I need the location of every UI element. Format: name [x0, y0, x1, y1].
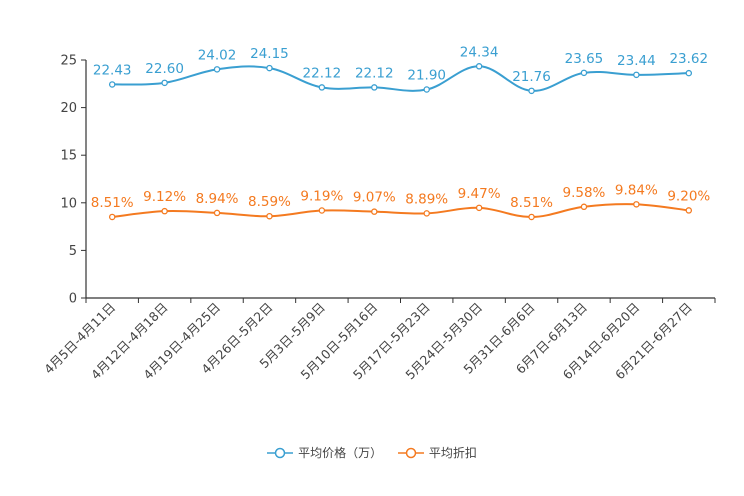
legend-marker-discount-icon [397, 447, 424, 458]
data-label: 23.44 [617, 53, 656, 69]
data-label: 22.60 [145, 61, 184, 77]
legend-label-discount: 平均折扣 [428, 446, 477, 460]
data-point [633, 71, 640, 79]
data-point [213, 66, 221, 73]
data-label: 21.90 [407, 68, 446, 84]
data-point [423, 86, 430, 93]
y-tick-label: 25 [60, 54, 77, 69]
data-point [475, 204, 483, 212]
data-label: 9.47% [458, 186, 501, 202]
legend-marker-price-icon [267, 447, 294, 458]
data-label: 23.62 [669, 51, 708, 67]
y-tick-label: 10 [60, 196, 77, 211]
data-label: 9.12% [143, 189, 186, 205]
data-label: 22.43 [93, 62, 132, 78]
data-label: 8.89% [405, 191, 448, 207]
data-label: 9.84% [615, 182, 658, 198]
data-label: 8.94% [196, 191, 239, 207]
data-label: 9.07% [353, 190, 396, 206]
data-label: 22.12 [355, 65, 394, 81]
legend-item-discount[interactable]: 平均折扣 [397, 444, 477, 461]
data-point [371, 84, 378, 91]
data-point [108, 81, 116, 88]
data-label: 8.51% [510, 195, 553, 211]
data-label: 23.65 [565, 51, 604, 67]
data-label: 24.02 [198, 47, 237, 63]
data-point [213, 209, 221, 217]
data-point [266, 212, 273, 220]
legend-label-price: 平均价格（万） [298, 446, 383, 460]
data-point [528, 213, 535, 221]
y-tick-label: 15 [60, 149, 77, 164]
data-label: 24.15 [250, 46, 289, 62]
data-point [161, 207, 168, 215]
data-point [371, 208, 378, 215]
data-label: 24.34 [460, 44, 499, 60]
data-point [161, 79, 168, 87]
legend-item-price[interactable]: 平均价格（万） [267, 444, 382, 461]
y-tick-label: 20 [60, 101, 77, 116]
line-chart: 05101520254月5日-4月11日4月12日-4月18日4月19日-4月2… [41, 44, 716, 382]
data-point [266, 64, 273, 72]
data-point [580, 69, 588, 77]
data-label: 22.12 [303, 65, 342, 81]
data-point [475, 63, 483, 70]
data-point [685, 69, 693, 77]
data-point [318, 207, 326, 214]
data-label: 8.51% [91, 195, 134, 211]
data-point [528, 87, 535, 95]
data-label: 9.58% [563, 185, 606, 201]
series-line-0 [112, 65, 689, 92]
data-label: 9.20% [667, 188, 710, 204]
y-tick-label: 5 [69, 244, 77, 259]
chart-legend: 平均价格（万） 平均折扣 [0, 444, 744, 462]
data-label: 9.19% [300, 189, 343, 205]
series-line-1 [112, 203, 689, 218]
data-point [423, 210, 430, 217]
y-tick-label: 0 [69, 292, 77, 307]
data-point [318, 84, 326, 91]
data-point [108, 213, 116, 221]
data-point [580, 203, 588, 211]
data-label: 21.76 [512, 69, 551, 85]
data-label: 8.59% [248, 194, 291, 210]
data-point [685, 207, 693, 214]
data-point [633, 201, 640, 208]
